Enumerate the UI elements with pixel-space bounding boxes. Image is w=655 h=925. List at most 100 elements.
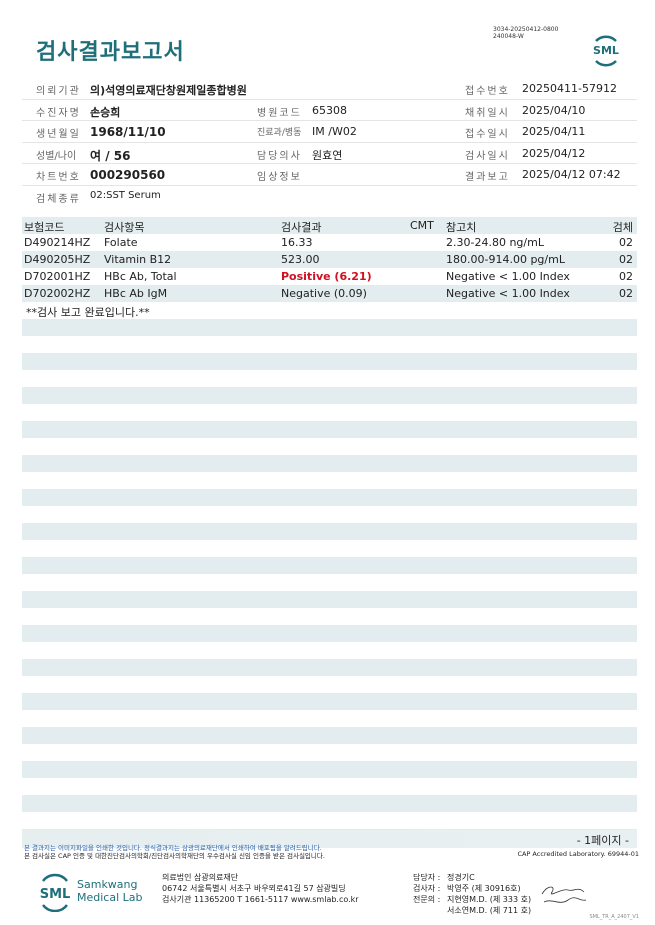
test-date-label: 검사일시	[465, 150, 510, 162]
report-date-value: 2025/04/12 07:42	[522, 168, 621, 181]
doctor-label: 담당의사	[257, 150, 302, 162]
cell-ref: 2.30-24.80 ng/mL	[446, 236, 544, 249]
table-note: **검사 보고 완료입니다.**	[26, 306, 150, 319]
notice-print: 본 결과지는 이미지파일을 인쇄한 것입니다. 정식결과지는 삼광의료재단에서 …	[24, 844, 322, 852]
cell-item: Vitamin B12	[104, 253, 172, 266]
staff-label: 검사자 :	[413, 884, 441, 893]
staff-name: 박영주 (제 30916호)	[447, 884, 521, 893]
staff-line: 서소연M.D. (제 711 호)	[413, 905, 531, 916]
staff-label: 전문의 :	[413, 895, 441, 904]
patient-info: 의뢰기관 의)석영의료재단창원제일종합병원 접수번호 20250411-57912 수…	[22, 78, 637, 206]
dob-label: 생년월일	[36, 129, 81, 140]
header-ref: 참고치	[446, 221, 477, 234]
receipt-date-label: 접수일시	[465, 129, 510, 140]
sex-age-value: 여 / 56	[90, 148, 131, 163]
cell-result: Positive (6.21)	[281, 270, 372, 283]
test-date-value: 2025/04/12	[522, 146, 586, 160]
header-specimen: 검체	[612, 221, 633, 234]
doc-code-line: 3034-20250412-0800	[493, 26, 559, 33]
staff-line: 담당자 : 정경기C	[413, 872, 531, 883]
table-header: 보험코드 검사항목 검사결과 CMT 참고치 검체	[22, 217, 637, 234]
patient-label: 수진자명	[36, 107, 81, 119]
specimen-value: 02:SST Serum	[90, 189, 161, 201]
signature-icon	[541, 886, 587, 903]
header-code: 보험코드	[24, 221, 65, 234]
contact: 검사기관 11365200 T 1661-5117 www.smlab.co.k…	[162, 895, 359, 904]
address: 06742 서울특별시 서초구 바우뫼로41길 57 삼광빌딩	[162, 884, 346, 893]
dob-value: 1968/11/10	[90, 125, 166, 139]
header-result: 검사결과	[281, 221, 322, 234]
sml-logo-icon: SML	[593, 35, 619, 67]
table-stripes	[22, 217, 637, 831]
receipt-date-value: 2025/04/11	[522, 125, 586, 138]
cell-ref: Negative < 1.00 Index	[446, 270, 570, 283]
results-table: 보험코드 검사항목 검사결과 CMT 참고치 검체 D490214HZ Folat…	[22, 217, 637, 319]
cell-item: Folate	[104, 236, 138, 249]
cell-item: HBc Ab, Total	[104, 270, 177, 283]
table-row: D702001HZ HBc Ab, Total Positive (6.21) Neg…	[22, 268, 637, 285]
patient-value: 손승희	[90, 105, 121, 119]
org-name: 의료법인 삼광의료재단	[162, 873, 239, 882]
chart-no-value: 000290560	[90, 168, 166, 182]
sex-age-label: 성별/나이	[36, 150, 77, 162]
footer-lab-name: Samkwang Medical Lab	[77, 878, 143, 904]
cell-specimen: 02	[619, 253, 633, 266]
cell-specimen: 02	[619, 287, 633, 300]
cell-ref: 180.00-914.00 pg/mL	[446, 253, 565, 266]
institution-label: 의뢰기관	[36, 86, 81, 97]
receipt-no-value: 20250411-57912	[522, 82, 617, 95]
hospital-code-value: 65308	[312, 103, 347, 117]
cell-specimen: 02	[619, 236, 633, 249]
cell-ref: Negative < 1.00 Index	[446, 287, 570, 300]
table-row: D490214HZ Folate 16.33 2.30-24.80 ng/mL 02	[22, 234, 637, 251]
collect-date-label: 채취일시	[465, 107, 510, 119]
page-title: 검사결과보고서	[36, 40, 185, 65]
doc-code-line: 240048-W	[493, 33, 524, 40]
table-row: D490205HZ Vitamin B12 523.00 180.00-914.00 …	[22, 251, 637, 268]
collect-date-value: 2025/04/10	[522, 103, 586, 117]
staff-name: 지현영M.D. (제 333 호)	[447, 895, 532, 904]
cell-code: D490214HZ	[24, 236, 91, 249]
svg-text:SML: SML	[40, 887, 71, 902]
receipt-no-label: 접수번호	[465, 86, 510, 97]
document-code: 3034-20250412-0800 240048-W	[493, 26, 558, 40]
hospital-code-label: 병원코드	[257, 107, 302, 119]
cell-result: 523.00	[281, 253, 320, 266]
staff-line: 검사자 : 박영주 (제 30916호)	[413, 883, 531, 894]
notice-cap: 본 검사실은 CAP 인증 및 대한진단검사의학회/진단검사의학재단의 우수검사…	[24, 852, 325, 860]
footer-staff: 담당자 : 정경기C 검사자 : 박영주 (제 30916호) 전문의 : 지현영M.D.…	[413, 872, 531, 916]
chart-no-label: 차트번호	[36, 172, 81, 183]
cell-code: D702002HZ	[24, 287, 91, 300]
form-code: SML_TR_A_2407_V1	[589, 914, 639, 920]
staff-name: 서소연M.D. (제 711 호)	[447, 906, 532, 915]
sml-footer-logo-icon: SML	[40, 873, 71, 912]
institution-value: 의)석영의료재단창원제일종합병원	[90, 84, 247, 97]
staff-line: 전문의 : 지현영M.D. (제 333 호)	[413, 894, 531, 905]
svg-text:SML: SML	[593, 44, 619, 57]
cell-result: 16.33	[281, 236, 313, 249]
page-footer-band: - 1페이지 -	[22, 830, 637, 848]
dept-label: 진료과/병동	[257, 128, 302, 138]
cell-code: D490205HZ	[24, 253, 91, 266]
header-item: 검사항목	[104, 221, 145, 234]
table-note-row: **검사 보고 완료입니다.**	[22, 302, 637, 319]
cell-specimen: 02	[619, 270, 633, 283]
lab-name-line: Samkwang	[77, 878, 138, 891]
cell-result: Negative (0.09)	[281, 287, 367, 300]
clinical-label: 임상정보	[257, 172, 302, 183]
dept-value: IM /W02	[312, 125, 357, 138]
header-cmt: CMT	[410, 219, 434, 232]
cell-code: D702001HZ	[24, 270, 91, 283]
cap-accreditation: CAP Accredited Laboratory. 69944-01	[517, 850, 639, 858]
specimen-label: 검체종류	[36, 193, 81, 205]
staff-label: 담당자 :	[413, 873, 441, 882]
table-row: D702002HZ HBc Ab IgM Negative (0.09) Negati…	[22, 285, 637, 302]
report-label: 결과보고	[465, 172, 510, 183]
footer-address: 의료법인 삼광의료재단 06742 서울특별시 서초구 바우뫼로41길 57 삼광…	[162, 872, 359, 905]
lab-name-line: Medical Lab	[77, 891, 143, 904]
cell-item: HBc Ab IgM	[104, 287, 168, 300]
page-number: - 1페이지 -	[576, 834, 629, 847]
doctor-value: 원효연	[312, 148, 343, 162]
staff-name: 정경기C	[447, 873, 475, 882]
